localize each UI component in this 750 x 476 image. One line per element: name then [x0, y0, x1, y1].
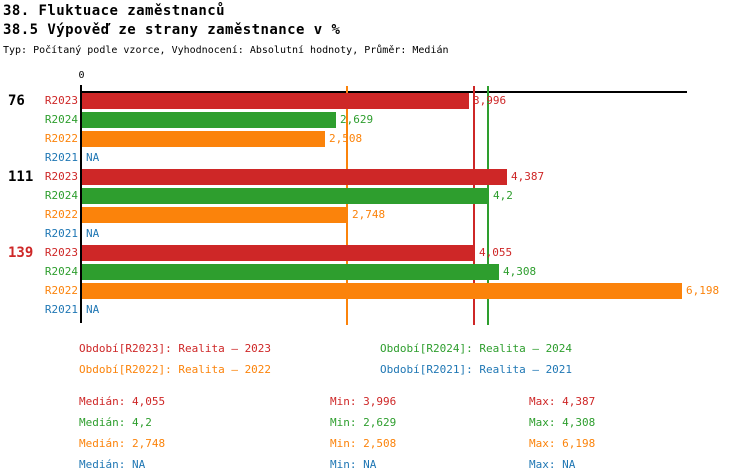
axis-zero-label: 0	[78, 70, 85, 81]
legend-item-r2023: Období[R2023]: Realita – 2023	[79, 342, 272, 355]
group-label: 76	[8, 93, 25, 109]
bar-r2022-group-139	[82, 283, 682, 299]
bar-value-label: 4,387	[511, 170, 545, 183]
series-row-label: R2023	[44, 170, 78, 183]
series-row-label: R2024	[44, 113, 78, 126]
stat-max-r2021: Max: NA	[529, 458, 576, 471]
series-row-label: R2022	[44, 132, 78, 145]
median-line-r2024	[487, 86, 489, 325]
series-row-label: R2022	[44, 208, 78, 221]
series-row-label: R2023	[44, 94, 78, 107]
median-line-r2023	[473, 86, 475, 325]
stat-median-r2021: Medián: NA	[79, 458, 146, 471]
bar-value-label: 2,629	[340, 113, 374, 126]
bar-r2023-group-139	[82, 245, 475, 261]
stat-median-r2024: Medián: 4,2	[79, 416, 152, 429]
series-row-label: R2023	[44, 246, 78, 259]
bar-value-label: 3,996	[473, 94, 507, 107]
bar-value-label: 6,198	[686, 284, 720, 297]
bar-r2022-group-76	[82, 131, 325, 147]
series-row-label: R2021	[44, 227, 78, 240]
bar-value-label: 4,308	[503, 265, 537, 278]
bar-value-label: 4,2	[493, 189, 513, 202]
bar-r2022-group-111	[82, 207, 348, 223]
stat-min-r2024: Min: 2,629	[330, 416, 397, 429]
stat-max-r2022: Max: 6,198	[529, 437, 596, 450]
group-label: 111	[8, 169, 34, 185]
bar-na-label: NA	[86, 151, 100, 164]
stat-min-r2023: Min: 3,996	[330, 395, 397, 408]
legend-item-r2024: Období[R2024]: Realita – 2024	[380, 342, 573, 355]
x-axis-line	[80, 91, 687, 93]
bar-r2024-group-139	[82, 264, 499, 280]
stat-median-r2023: Medián: 4,055	[79, 395, 166, 408]
series-row-label: R2022	[44, 284, 78, 297]
series-row-label: R2024	[44, 265, 78, 278]
bar-value-label: 4,055	[479, 246, 513, 259]
stat-max-r2024: Max: 4,308	[529, 416, 596, 429]
legend-item-r2021: Období[R2021]: Realita – 2021	[380, 363, 573, 376]
legend-item-r2022: Období[R2022]: Realita – 2022	[79, 363, 272, 376]
stat-min-r2021: Min: NA	[330, 458, 377, 471]
page-title: 38. Fluktuace zaměstnanců	[3, 3, 225, 19]
bar-r2023-group-111	[82, 169, 507, 185]
bar-na-label: NA	[86, 227, 100, 240]
group-label: 139	[8, 245, 34, 261]
stat-median-r2022: Medián: 2,748	[79, 437, 166, 450]
bar-value-label: 2,748	[352, 208, 386, 221]
stat-min-r2022: Min: 2,508	[330, 437, 397, 450]
bar-na-label: NA	[86, 303, 100, 316]
series-row-label: R2021	[44, 151, 78, 164]
bar-r2024-group-111	[82, 188, 489, 204]
y-axis-line	[80, 85, 82, 323]
median-line-r2022	[346, 86, 348, 325]
bar-r2023-group-76	[82, 93, 469, 109]
chart-meta-line: Typ: Počítaný podle vzorce, Vyhodnocení:…	[3, 45, 449, 56]
page-subtitle: 38.5 Výpověď ze strany zaměstnance v %	[3, 22, 341, 38]
series-row-label: R2021	[44, 303, 78, 316]
bar-r2024-group-76	[82, 112, 336, 128]
stat-max-r2023: Max: 4,387	[529, 395, 596, 408]
series-row-label: R2024	[44, 189, 78, 202]
bar-value-label: 2,508	[329, 132, 363, 145]
